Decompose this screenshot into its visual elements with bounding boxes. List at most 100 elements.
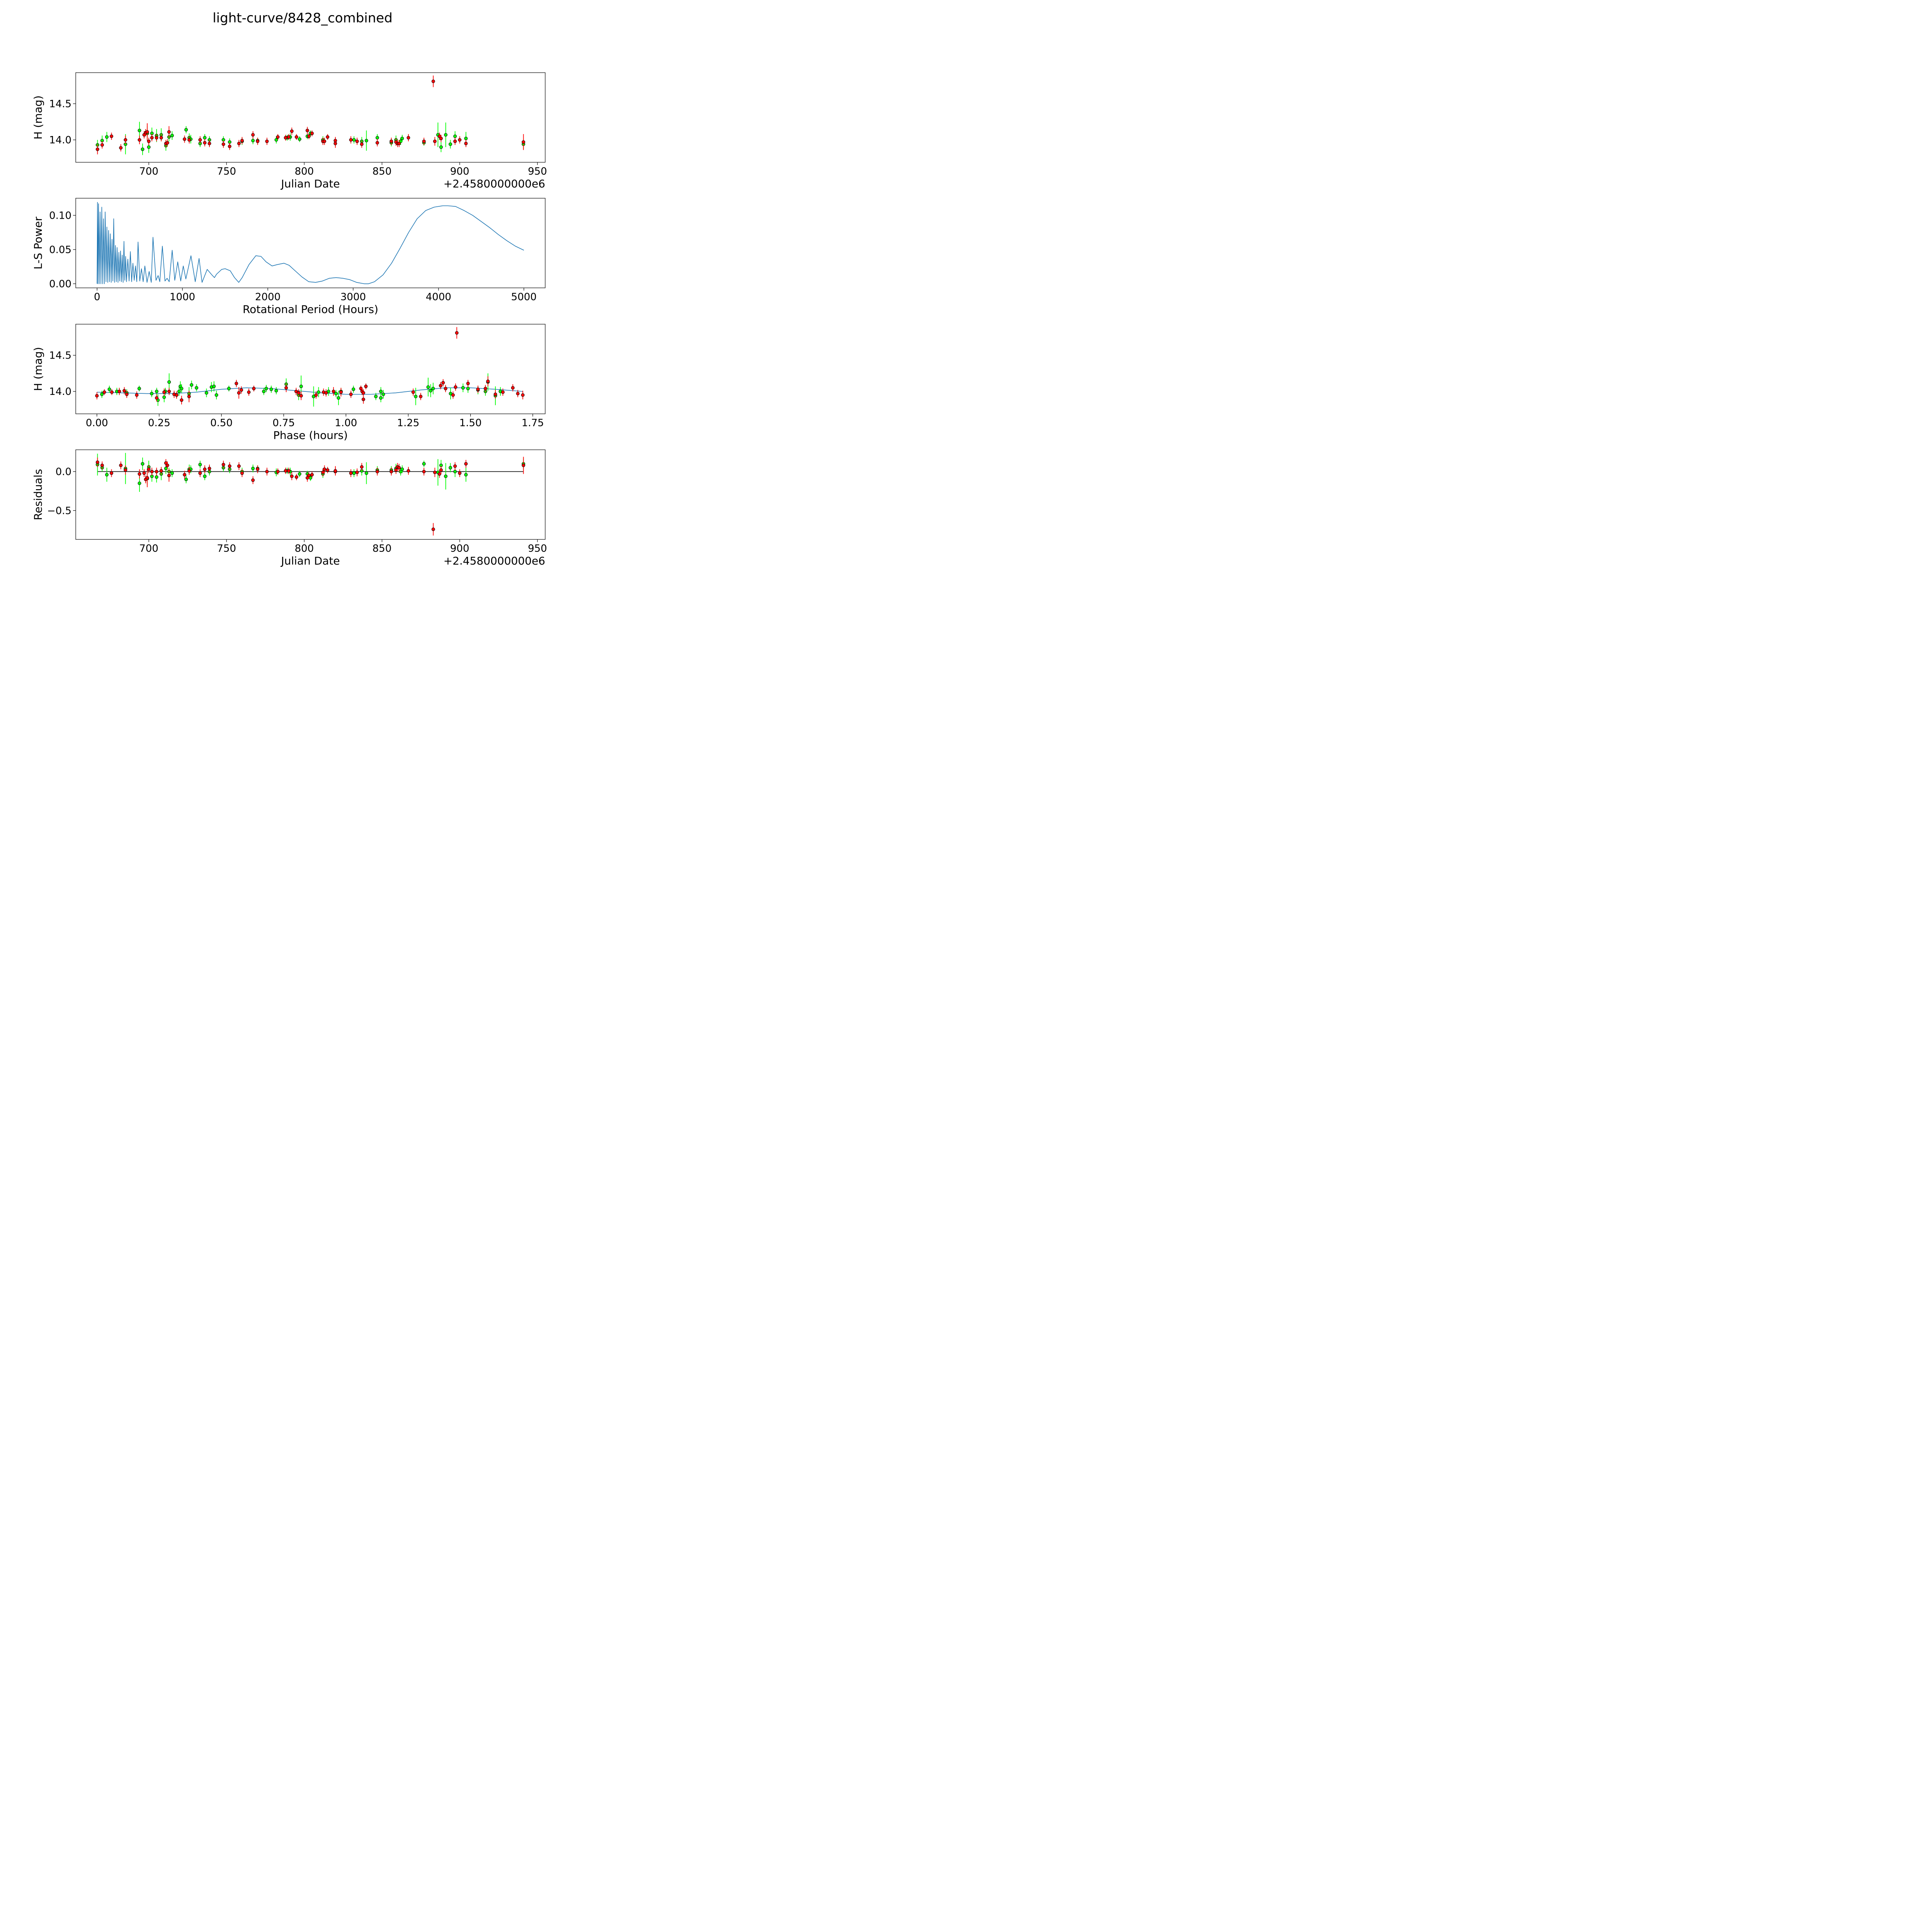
- red-point: [464, 141, 468, 145]
- red-point: [256, 467, 260, 471]
- green-point: [251, 139, 255, 143]
- green-point: [274, 138, 278, 142]
- green-point: [422, 462, 426, 466]
- x-tick-label: 950: [528, 166, 547, 177]
- red-point: [284, 386, 288, 390]
- red-point: [95, 394, 99, 398]
- red-point: [375, 141, 379, 145]
- y-tick-label: 14.5: [49, 350, 71, 361]
- green-point: [164, 466, 168, 470]
- red-point: [167, 474, 171, 478]
- plot-area: [97, 202, 524, 284]
- red-point: [310, 131, 314, 135]
- green-point: [198, 463, 202, 466]
- red-point: [339, 390, 343, 394]
- red-point: [235, 381, 238, 385]
- red-point: [454, 385, 457, 389]
- x-tick-label: 1.00: [335, 417, 357, 429]
- x-tick-label: 800: [295, 543, 314, 554]
- red-point: [175, 393, 179, 397]
- green-point: [352, 138, 356, 142]
- x-tick-label: 2000: [255, 291, 281, 303]
- red-point: [453, 464, 457, 468]
- red-point: [455, 331, 459, 335]
- red-point: [297, 391, 301, 395]
- x-tick-label: 1.25: [397, 417, 420, 429]
- green-point: [299, 384, 303, 388]
- red-point: [119, 146, 123, 150]
- x-offset-label: +2.4580000000e6: [444, 554, 545, 567]
- x-tick-label: 1.50: [459, 417, 482, 429]
- y-axis-label: Residuals: [32, 469, 44, 520]
- green-point: [352, 387, 355, 391]
- red-point: [147, 467, 151, 471]
- red-point: [221, 463, 225, 466]
- red-point: [364, 384, 368, 388]
- x-tick-label: 5000: [511, 291, 537, 303]
- red-point: [511, 386, 515, 390]
- green-point: [203, 136, 207, 139]
- green-point: [444, 133, 448, 137]
- red-point: [333, 469, 337, 473]
- red-point: [265, 139, 269, 143]
- red-point: [323, 467, 327, 471]
- green-point: [150, 392, 154, 396]
- axes-frame: [75, 449, 546, 540]
- green-point: [138, 129, 141, 133]
- red-point: [165, 141, 169, 145]
- red-point: [355, 139, 359, 143]
- red-point: [294, 475, 298, 479]
- red-point: [256, 139, 260, 143]
- red-point: [349, 471, 353, 475]
- green-point: [138, 481, 141, 485]
- red-point: [333, 141, 337, 145]
- green-point: [379, 389, 383, 393]
- red-point: [431, 79, 435, 83]
- red-point: [276, 469, 280, 473]
- red-point: [207, 141, 211, 145]
- x-axis-label: Julian Date: [280, 554, 340, 567]
- green-point: [167, 380, 171, 384]
- red-point: [360, 465, 364, 469]
- red-point: [155, 469, 158, 473]
- red-point: [466, 381, 470, 385]
- red-point: [207, 466, 211, 470]
- y-tick-label: 14.5: [49, 98, 71, 110]
- green-point: [190, 383, 194, 387]
- green-point: [195, 386, 199, 390]
- x-tick-label: 850: [372, 166, 392, 177]
- y-tick-label: 0.0: [56, 466, 71, 478]
- red-point: [444, 387, 447, 391]
- red-point: [406, 469, 410, 473]
- green-point: [180, 387, 184, 391]
- red-point: [162, 390, 166, 394]
- red-point: [203, 141, 207, 145]
- red-point: [326, 135, 330, 139]
- red-point: [397, 466, 401, 469]
- x-tick-label: 850: [372, 543, 392, 554]
- green-point: [141, 147, 145, 151]
- red-point: [458, 138, 462, 142]
- red-point: [361, 398, 365, 401]
- panel-phase-folded: 0.00 0.25 0.50 0.75 1.00 1.25 1.50 1.75 14.0 14.5…: [32, 324, 546, 442]
- red-point: [159, 136, 163, 139]
- red-point: [406, 136, 410, 139]
- green-point: [162, 395, 166, 399]
- red-point: [305, 129, 309, 133]
- red-point: [100, 143, 104, 147]
- red-point: [150, 469, 154, 473]
- red-point: [375, 469, 379, 473]
- red-point: [138, 138, 141, 142]
- red-point: [183, 137, 187, 141]
- red-point: [486, 379, 490, 383]
- red-point: [323, 139, 327, 143]
- red-point: [95, 460, 99, 464]
- green-point: [316, 390, 320, 394]
- green-point: [449, 466, 452, 469]
- green-point: [352, 471, 356, 475]
- red-point: [284, 469, 287, 473]
- red-point: [307, 474, 311, 478]
- red-point: [439, 384, 442, 388]
- red-point: [147, 139, 151, 143]
- green-point: [449, 142, 452, 146]
